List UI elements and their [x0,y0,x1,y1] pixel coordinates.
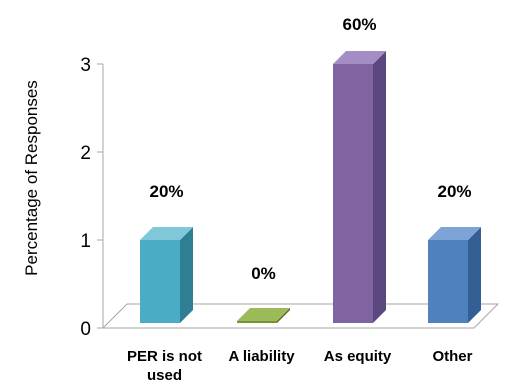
data-label: 20% [437,182,471,201]
bar-top [140,227,193,240]
bar [140,227,193,323]
data-label: 20% [149,182,183,201]
chart-floor [101,303,500,329]
chart-axes: 0 1 2 3 Percentage of Responses [22,55,500,340]
y-tick-label: 2 [80,143,91,164]
category-label: A liability [228,348,295,365]
bar-side [277,308,290,323]
bar-top [237,308,290,321]
category-label: As equity [324,348,392,365]
bar-top [333,51,386,64]
category-label: Other [432,348,472,365]
bar-front [428,240,468,323]
y-axis-title: Percentage of Responses [22,80,41,276]
data-label: 0% [251,264,276,283]
category-label: PER is not used [127,348,202,384]
bar-front [140,240,180,323]
chart-labels: 20% PER is not used 0% A liability 60% As equi… [127,15,473,384]
y-tick-label: 1 [80,231,91,252]
bar-top [428,227,481,240]
data-label: 60% [342,15,376,34]
y-tick-label: 3 [80,55,91,76]
bar [237,308,290,323]
bar-side [180,227,193,323]
bar-front [237,321,277,323]
bar-side [468,227,481,323]
bar [333,51,386,323]
bar-side [373,51,386,323]
bar-front [333,64,373,323]
bar [428,227,481,323]
y-tick-label: 0 [80,319,91,340]
chart-bars [140,51,481,323]
